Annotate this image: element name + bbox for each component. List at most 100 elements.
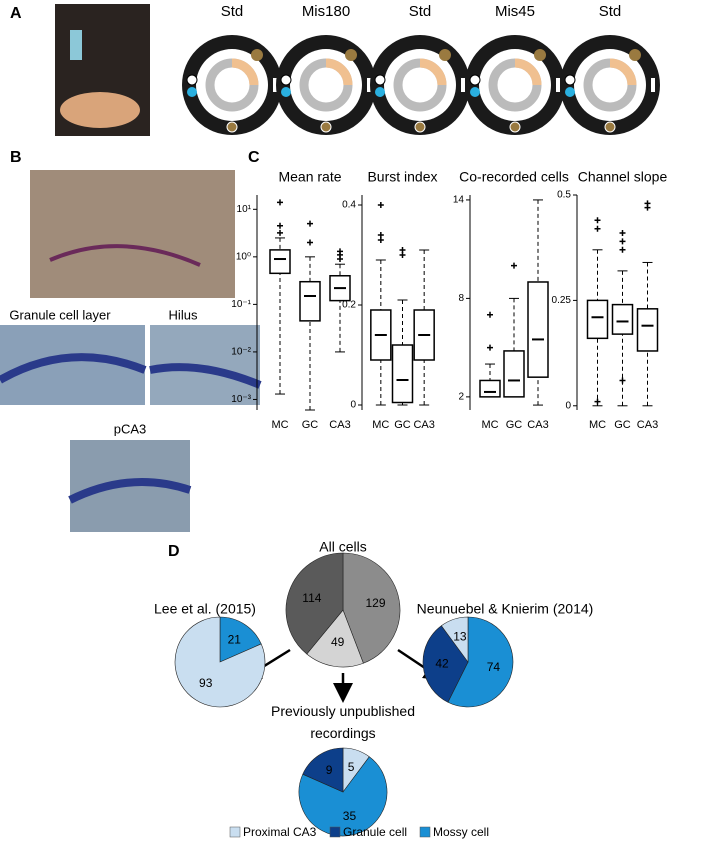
- panel-label: C: [248, 149, 260, 166]
- outlier: [307, 220, 313, 227]
- outlier: [644, 200, 651, 207]
- x-tick-label: GC: [506, 419, 523, 431]
- pie-value-label: 93: [199, 676, 213, 690]
- cue-object: [469, 74, 481, 86]
- y-tick-label: 10⁰: [236, 251, 251, 262]
- histology-layer: [149, 363, 262, 389]
- pie-slice: [342, 552, 401, 664]
- track-cue: [325, 58, 353, 86]
- y-tick-label: 2: [458, 392, 464, 403]
- y-tick-label: 14: [453, 195, 465, 206]
- cue-card: [651, 78, 655, 92]
- histology-image: [30, 170, 235, 298]
- box: [586, 299, 609, 340]
- outlier: [337, 248, 343, 255]
- pie-title: Neunuebel & Knierim (2014): [417, 601, 594, 617]
- outlier: [487, 311, 493, 318]
- box: [269, 249, 291, 275]
- cue-object: [226, 121, 238, 133]
- image-label: pCA3: [114, 421, 147, 436]
- outlier: [619, 246, 626, 253]
- box: [636, 308, 659, 352]
- pie-slice: [306, 609, 364, 668]
- cue-object: [186, 74, 198, 86]
- cue-object: [251, 49, 263, 61]
- pie-value-label: 9: [326, 763, 333, 777]
- outlier: [619, 377, 626, 384]
- box: [527, 281, 549, 378]
- y-tick-label: 10¹: [237, 204, 252, 215]
- pie-slice: [219, 616, 262, 663]
- track-cue: [514, 58, 542, 86]
- y-tick-label: 0: [350, 400, 356, 411]
- cue-object: [375, 87, 385, 97]
- cue-card: [556, 78, 560, 92]
- cue-card: [367, 78, 371, 92]
- y-tick-label: 0: [565, 400, 571, 411]
- outlier: [277, 229, 283, 236]
- cue-card: [461, 78, 465, 92]
- y-tick-label: 8: [458, 293, 464, 304]
- x-tick-label: GC: [614, 419, 631, 431]
- cue-object: [280, 74, 292, 86]
- condition-label: Mis180: [302, 3, 350, 20]
- y-tick-label: 0.25: [552, 295, 572, 306]
- pie-slice: [422, 625, 469, 703]
- pie-value-label: 5: [348, 760, 355, 774]
- legend-swatch: [419, 826, 431, 838]
- pie-value-label: 42: [435, 656, 449, 670]
- x-tick-label: CA3: [637, 419, 658, 431]
- cue-object: [565, 87, 575, 97]
- histology-layer: [68, 478, 192, 504]
- y-tick-label: 10⁻¹: [231, 299, 251, 310]
- panel-label: B: [10, 149, 22, 166]
- outlier: [377, 202, 384, 208]
- cue-card: [273, 78, 277, 92]
- outlier: [307, 239, 313, 246]
- pie-slice: [440, 616, 469, 663]
- plot-title: Co-recorded cells: [459, 169, 569, 185]
- pie-value-label: 13: [453, 629, 467, 643]
- histology-layer: [0, 353, 147, 384]
- y-tick-label: 10⁻²: [231, 347, 251, 358]
- x-tick-label: CA3: [527, 419, 548, 431]
- legend-swatch: [229, 826, 241, 838]
- outlier: [619, 229, 626, 236]
- plot-title: Mean rate: [278, 169, 341, 185]
- box: [299, 280, 321, 322]
- plot-title: Channel slope: [578, 169, 668, 185]
- box: [503, 350, 525, 398]
- x-tick-label: MC: [372, 419, 389, 431]
- pie-slice: [285, 552, 344, 655]
- panel-label: D: [168, 543, 180, 560]
- x-tick-label: CA3: [413, 419, 434, 431]
- cue-object: [509, 121, 521, 133]
- cue-object: [439, 49, 451, 61]
- x-tick-label: GC: [302, 419, 319, 431]
- legend-label: Granule cell: [343, 825, 407, 839]
- pie-slice: [447, 616, 514, 708]
- cue-object: [345, 49, 357, 61]
- pie-title: Previously unpublished recordings: [271, 703, 415, 741]
- x-tick-label: MC: [589, 419, 606, 431]
- image-label: Granule cell layer: [9, 307, 111, 322]
- pie-title: Lee et al. (2015): [154, 601, 256, 617]
- cue-object: [187, 87, 197, 97]
- pie-value-label: 35: [343, 809, 357, 823]
- box: [391, 344, 414, 404]
- plot-title: Burst index: [367, 169, 437, 185]
- track-cue: [609, 58, 637, 86]
- track-cue: [231, 58, 259, 86]
- panel-label: A: [10, 5, 22, 22]
- cue-object: [629, 49, 641, 61]
- pie-value-label: 49: [331, 635, 345, 649]
- x-tick-label: MC: [481, 419, 498, 431]
- histology-layer: [49, 244, 201, 267]
- cue-object: [414, 121, 426, 133]
- y-tick-label: 0.2: [342, 300, 356, 311]
- y-tick-label: 10⁻³: [231, 394, 251, 405]
- track-cue: [419, 58, 447, 86]
- outlier: [487, 344, 493, 351]
- outlier: [277, 199, 283, 206]
